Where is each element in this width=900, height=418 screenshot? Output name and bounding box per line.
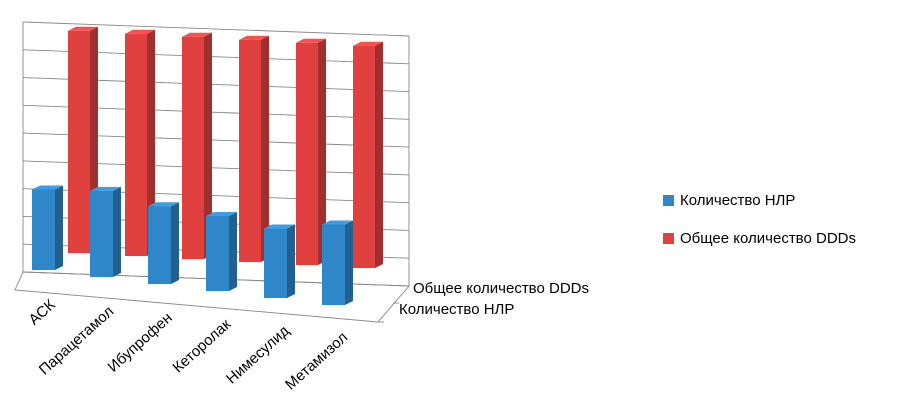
bar-ddds-3 [239,35,269,263]
legend-item-nlr: Количество НЛР [663,190,856,210]
bar-nlr-0 [32,185,63,270]
depth-label-ddds: Общее количество DDDs [413,280,589,297]
bar-nlr-2 [148,202,179,284]
category-label-2: Ибупрофен [105,309,176,375]
legend-item-ddds: Общее количество DDDs [663,228,856,248]
depth-axis-labels: Общее количество DDDs Количество НЛР [399,280,589,318]
legend-swatch-ddds [663,232,674,244]
category-label-0: АСК [26,296,59,328]
bar-nlr-3 [206,212,237,291]
series-nlr-bars [32,185,353,305]
legend-label-nlr: Количество НЛР [680,191,796,209]
legend: Количество НЛР Общее количество DDDs [663,190,856,266]
bar-nlr-5 [322,220,353,305]
bar-nlr-1 [90,186,121,277]
bar-ddds-4 [296,38,326,266]
depth-label-nlr: Количество НЛР [399,301,514,318]
category-label-4: Нимесулид [223,322,293,387]
bar-ddds-1 [125,29,155,257]
legend-label-ddds: Общее количество DDDs [680,229,856,247]
bar-ddds-2 [182,32,212,260]
category-label-3: Кеторолак [170,316,235,377]
series-ddds-bars [68,26,383,269]
bar-ddds-5 [353,41,383,269]
bar-nlr-4 [264,224,295,298]
category-axis-labels: АСКПарацетамолИбупрофенКеторолакНимесули… [26,296,352,393]
legend-swatch-nlr [663,194,674,206]
category-label-5: Метамизол [282,329,351,394]
